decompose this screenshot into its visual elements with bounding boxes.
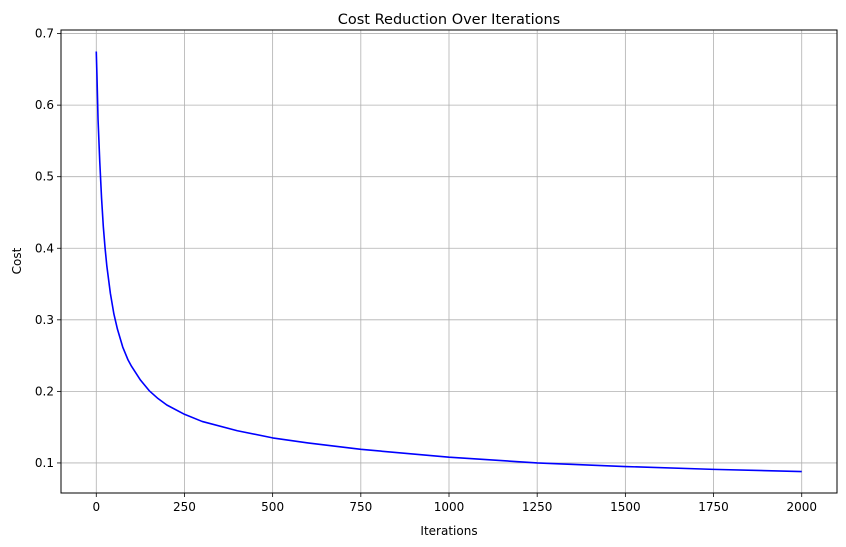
x-tick-label: 500 <box>261 500 284 514</box>
x-tick-label: 1250 <box>522 500 553 514</box>
x-tick-label: 2000 <box>786 500 817 514</box>
x-tick-label: 750 <box>349 500 372 514</box>
y-tick-label: 0.4 <box>35 241 54 255</box>
x-tick-label: 1000 <box>434 500 465 514</box>
x-axis: 0 250 500 750 1000 1250 1500 1750 2000 <box>92 493 817 514</box>
y-tick-label: 0.3 <box>35 313 54 327</box>
cost-series-line <box>95 51 802 473</box>
grid-lines <box>61 30 837 493</box>
y-axis: 0.1 0.2 0.3 0.4 0.5 0.6 0.7 <box>35 27 61 470</box>
x-tick-label: 250 <box>173 500 196 514</box>
y-tick-label: 0.7 <box>35 27 54 41</box>
y-tick-label: 0.5 <box>35 170 54 184</box>
y-tick-label: 0.1 <box>35 456 54 470</box>
x-axis-title: Iterations <box>420 524 477 538</box>
series-layer <box>95 51 802 473</box>
x-tick-label: 1500 <box>610 500 641 514</box>
y-tick-label: 0.2 <box>35 384 54 398</box>
x-tick-label: 1750 <box>698 500 729 514</box>
chart-title: Cost Reduction Over Iterations <box>338 12 560 28</box>
y-axis-title: Cost <box>10 247 24 274</box>
y-tick-label: 0.6 <box>35 98 54 112</box>
x-tick-label: 0 <box>92 500 100 514</box>
